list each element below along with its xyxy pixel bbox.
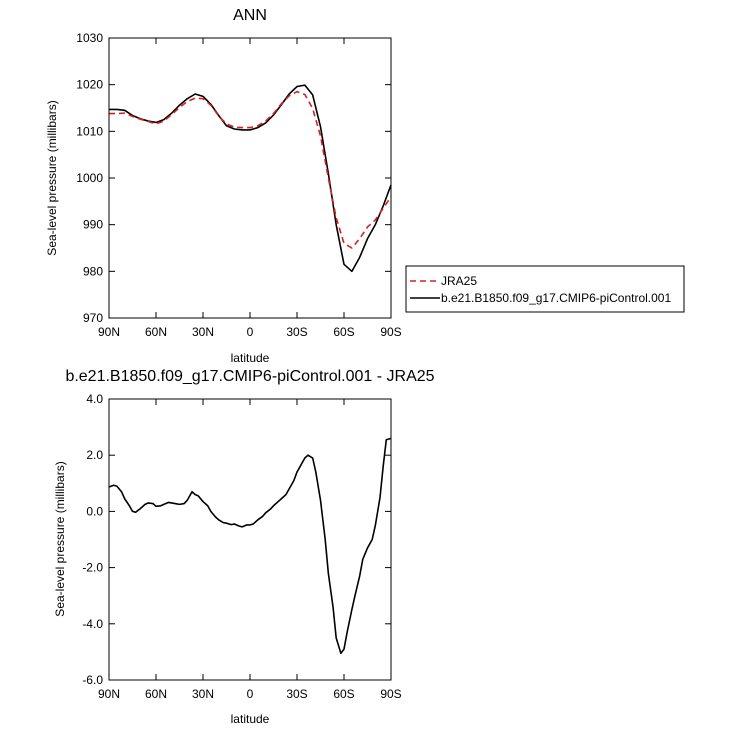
x-tick-label-top: 60N	[145, 325, 167, 339]
x-tick-label-bottom: 60S	[333, 687, 354, 701]
y-tick-label-bottom: -4.0	[82, 617, 103, 631]
y-tick-label-bottom: 4.0	[86, 392, 103, 406]
x-tick-label-bottom: 90S	[380, 687, 401, 701]
x-axis-label-bottom: latitude	[231, 712, 270, 726]
series-line-top-0	[109, 90, 392, 249]
x-tick-label-top: 90N	[98, 325, 120, 339]
x-tick-label-top: 0	[247, 325, 254, 339]
x-tick-label-bottom: 30S	[286, 687, 307, 701]
legend-label-jra25: JRA25	[441, 274, 477, 288]
y-tick-label-bottom: 0.0	[86, 504, 103, 518]
x-tick-label-bottom: 60N	[145, 687, 167, 701]
x-tick-label-top: 30N	[192, 325, 214, 339]
y-axis-label-bottom: Sea-level pressure (millibars)	[53, 461, 67, 616]
chart-title-bottom: b.e21.B1850.f09_g17.CMIP6-piControl.001 …	[65, 368, 434, 385]
legend-label-model: b.e21.B1850.f09_g17.CMIP6-piControl.001	[441, 291, 671, 305]
panel-difference: b.e21.B1850.f09_g17.CMIP6-piControl.001 …	[53, 368, 435, 726]
x-tick-label-top: 60S	[333, 325, 354, 339]
legend: JRA25 b.e21.B1850.f09_g17.CMIP6-piContro…	[405, 265, 685, 313]
y-tick-label-top: 1000	[76, 171, 103, 185]
plot-frame-bottom	[108, 398, 392, 681]
series-line-bottom-0	[108, 437, 392, 655]
y-tick-label-top: 990	[83, 218, 103, 232]
y-axis-ticks-bottom: -6.0 -4.0 -2.0 0.0 2.0 4.0	[82, 392, 391, 687]
x-tick-label-bottom: 30N	[192, 687, 214, 701]
y-tick-label-top: 970	[83, 311, 103, 325]
y-tick-label-top: 1010	[76, 124, 103, 138]
y-tick-label-top: 980	[83, 264, 103, 278]
plot-frame-top	[108, 37, 392, 319]
x-tick-label-bottom: 0	[247, 687, 254, 701]
x-axis-ticks-top: 90N 60N 30N 0 30S 60S 90S	[98, 38, 402, 339]
y-tick-label-top: 1020	[76, 78, 103, 92]
y-tick-label-top: 1030	[76, 31, 103, 45]
y-tick-label-bottom: 2.0	[86, 448, 103, 462]
chart-title-top: ANN	[233, 7, 267, 24]
y-axis-label-top: Sea-level pressure (millibars)	[45, 100, 59, 255]
series-line-top-1	[109, 84, 392, 273]
legend-box	[405, 265, 685, 313]
y-axis-ticks-top: 970 980 990 1000 1010 1020 1030	[76, 31, 391, 325]
series-lines-bottom	[108, 437, 392, 655]
x-tick-label-top: 30S	[286, 325, 307, 339]
panel-annual-slp: ANN 970 980 990 1000 1010 1020 1030 90N 60N 30N 0…	[45, 7, 402, 365]
x-tick-label-top: 90S	[380, 325, 401, 339]
x-axis-label-top: latitude	[231, 351, 270, 365]
y-tick-label-bottom: -2.0	[82, 561, 103, 575]
x-tick-label-bottom: 90N	[98, 687, 120, 701]
x-axis-ticks-bottom: 90N 60N 30N 0 30S 60S 90S	[98, 399, 402, 701]
y-tick-label-bottom: -6.0	[82, 673, 103, 687]
series-lines-top	[109, 84, 392, 273]
